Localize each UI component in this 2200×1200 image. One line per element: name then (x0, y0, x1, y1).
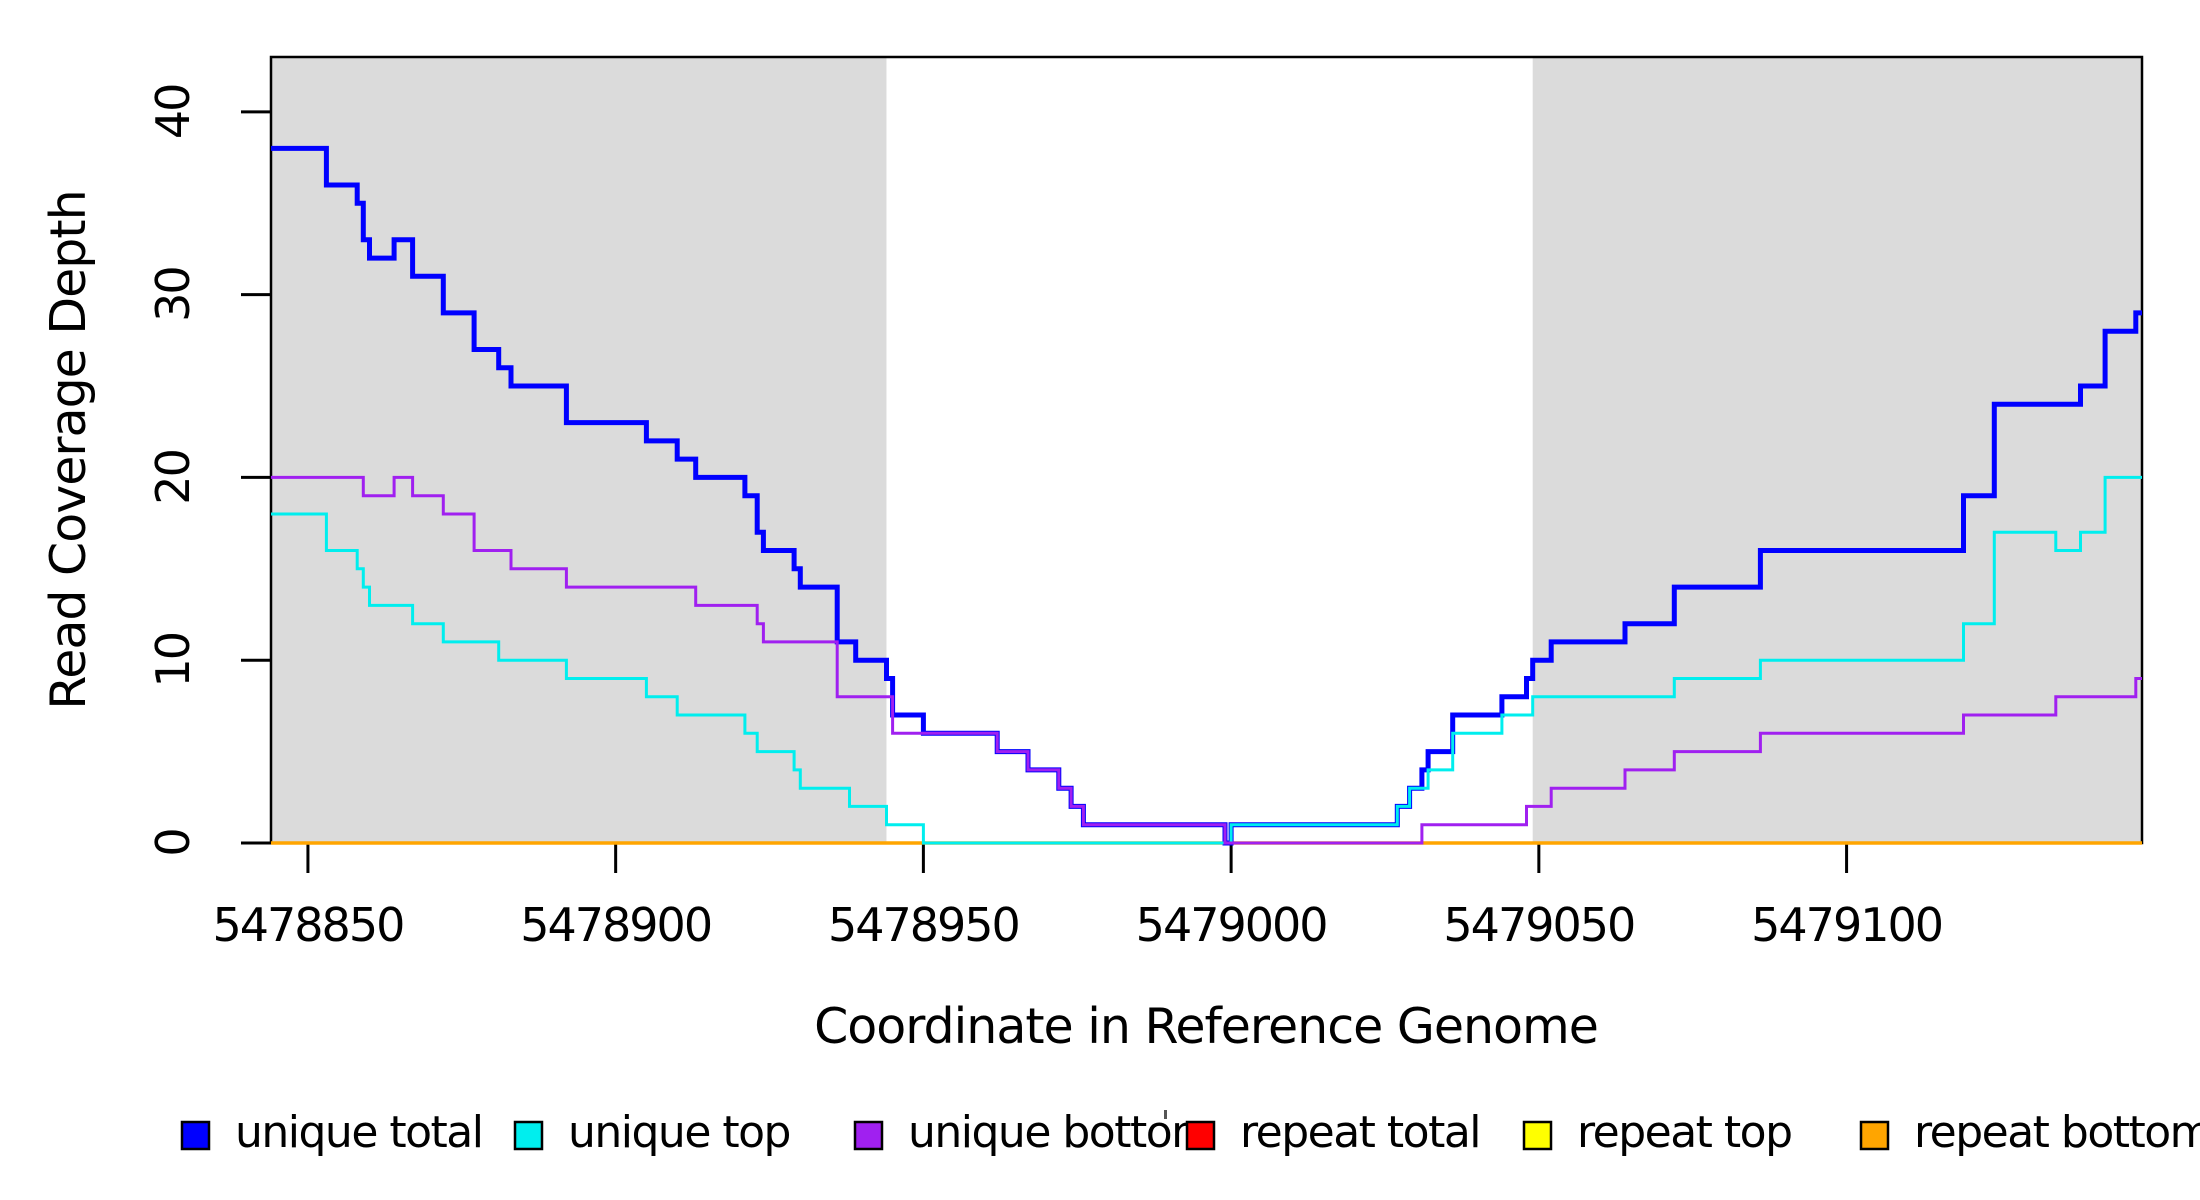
y-tick-label: 40 (146, 85, 200, 140)
legend-item-label: unique bottom (908, 1107, 1213, 1158)
x-tick-label: 5479000 (1136, 898, 1327, 952)
legend: unique total unique top unique bottom repea… (180, 1107, 2200, 1158)
y-axis-title: Read Coverage Depth (40, 190, 97, 709)
x-tick-label: 5478950 (828, 898, 1019, 952)
series-unique-top (271, 475, 2142, 845)
series-layer (271, 145, 2142, 846)
shaded-region-left (271, 57, 887, 843)
shaded-region-right (1532, 57, 2142, 843)
legend-swatch (1859, 1120, 1890, 1151)
legend-item-repeat-bottom: repeat bottom (1859, 1107, 2200, 1158)
x-tick-label: 5478900 (520, 898, 711, 952)
legend-item-label: repeat bottom (1914, 1107, 2200, 1158)
y-tick-label: 0 (146, 829, 200, 856)
y-tick-label: 20 (146, 450, 200, 505)
legend-swatch (180, 1120, 211, 1151)
legend-item-unique-total: unique total (180, 1107, 484, 1158)
x-tick-label: 5479050 (1443, 898, 1634, 952)
legend-item-unique-top: unique top (513, 1107, 791, 1158)
x-axis-title: Coordinate in Reference Genome (814, 998, 1598, 1055)
legend-item-repeat-top: repeat top (1522, 1107, 1793, 1158)
legend-item-repeat-total: repeat total (1185, 1107, 1482, 1158)
legend-swatch (853, 1120, 884, 1151)
axes-layer: 5478850 5478900 5478950 5479000 5479050 54791… (146, 85, 1944, 952)
legend-swatch (1522, 1120, 1553, 1151)
series-unique-bottom (271, 475, 2142, 845)
x-tick-label: 5479100 (1751, 898, 1942, 952)
legend-swatch (513, 1120, 544, 1151)
legend-item-label: unique top (568, 1107, 790, 1158)
legend-item-label: unique total (235, 1107, 482, 1158)
legend-swatch (1185, 1120, 1216, 1151)
legend-item-unique-bottom: unique bottom (853, 1107, 1214, 1158)
shaded-regions-layer (271, 57, 2142, 843)
legend-item-label: repeat top (1577, 1107, 1792, 1158)
x-tick-label: 5478850 (212, 898, 403, 952)
stray-mark (1164, 1110, 1167, 1119)
y-tick-label: 30 (146, 267, 200, 322)
legend-item-label: repeat total (1240, 1107, 1480, 1158)
y-tick-label: 10 (146, 633, 200, 688)
